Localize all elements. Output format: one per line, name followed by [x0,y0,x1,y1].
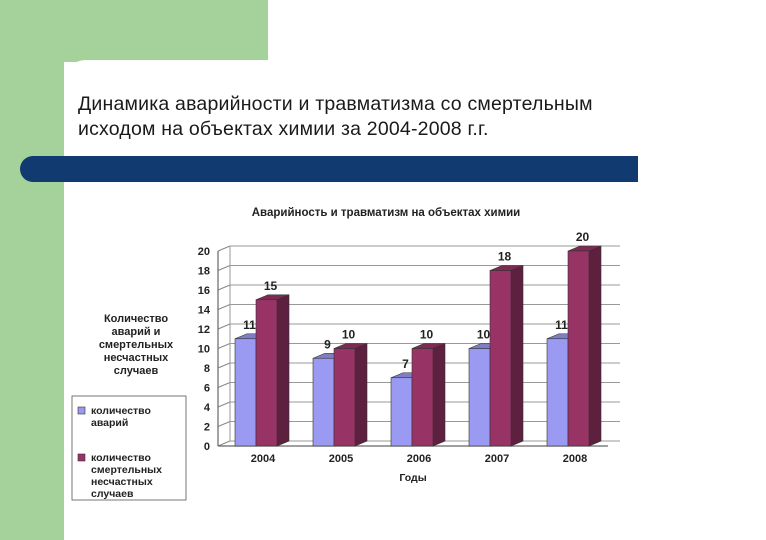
gridline-depth [217,362,231,369]
data-label: 18 [498,250,512,264]
bar-side [588,245,602,447]
slide-title-line-2: исходом на объектах химии за 2004-2008 г… [78,118,489,140]
bar-chart: Аварийность и травматизм на объектах хим… [71,207,620,501]
y-tick-label: 20 [198,246,210,258]
x-tick-label: 2004 [251,453,276,465]
data-label: 7 [402,357,409,371]
legend: количество аварий количество смертельных нес… [71,395,187,501]
gridline-depth [217,284,231,291]
bar-side [432,343,446,447]
y-tick-label: 6 [204,383,210,395]
data-label: 9 [324,337,331,351]
green-sidebar-block [0,0,64,540]
y-tick-label: 16 [198,285,210,297]
data-label: 10 [342,328,356,342]
gridline-depth [217,421,231,427]
bar-fatal [333,348,356,447]
y-axis-label-text: Количество аварий и смертельных несчастных с… [99,313,174,377]
gridline-depth [217,382,231,388]
y-tick-label: 4 [204,402,211,414]
bar-accidents [234,338,257,447]
data-label: 10 [420,328,434,342]
y-tick-label: 12 [198,324,210,336]
bar-fatal [567,250,590,447]
legend-swatch [77,406,86,415]
legend-label: количество смертельных несчастных случаев [91,452,162,500]
bar-side [276,294,290,447]
slide-title-line-1: Динамика аварийности и травматизма со см… [78,93,593,115]
legend-swatch [77,453,86,462]
y-tick-label: 2 [204,422,210,434]
y-tick-label: 14 [198,305,211,317]
bar-side [510,265,524,447]
data-label: 20 [576,230,590,244]
gridline-depth [217,440,231,447]
chart-title: Аварийность и травматизм на объектах хим… [252,207,521,219]
x-tick-label: 2007 [485,453,509,465]
bar-accidents [390,377,413,447]
bars [234,245,602,447]
data-labels: 11 15 9 10 7 10 10 18 11 20 [243,230,589,371]
y-tick-label: 18 [198,266,210,278]
bar-fatal [411,348,434,447]
gridline-depth [217,323,231,330]
bar-accidents [312,357,335,447]
legend-label: количество аварий [91,405,151,429]
decorative-stripe [20,156,638,182]
bar-fatal [489,270,512,447]
gridline-depth [217,265,231,271]
y-tick-label: 8 [204,363,210,375]
gridline-depth [217,304,231,310]
gridline-depth [217,401,231,408]
data-label: 15 [264,279,278,293]
x-tick-label: 2006 [407,453,431,465]
data-label: 11 [243,318,256,332]
bar-accidents [468,348,491,447]
bar-accidents [546,338,569,447]
gridline-depth [217,343,231,349]
data-label: 11 [555,318,568,332]
y-axis-label: Количество аварий и смертельных несчастных с… [99,313,174,377]
x-tick-label: 2008 [563,453,587,465]
bar-side [354,343,368,447]
data-label: 10 [477,328,491,342]
y-tick-label: 0 [204,441,210,453]
y-tick-label: 10 [198,344,210,356]
gridline-depth [217,245,231,252]
x-axis-label: Годы [399,472,426,484]
slide-title: Динамика аварийности и травматизма со см… [78,92,738,142]
legend-box [71,395,187,501]
bar-fatal [255,299,278,447]
x-tick-label: 2005 [329,453,353,465]
